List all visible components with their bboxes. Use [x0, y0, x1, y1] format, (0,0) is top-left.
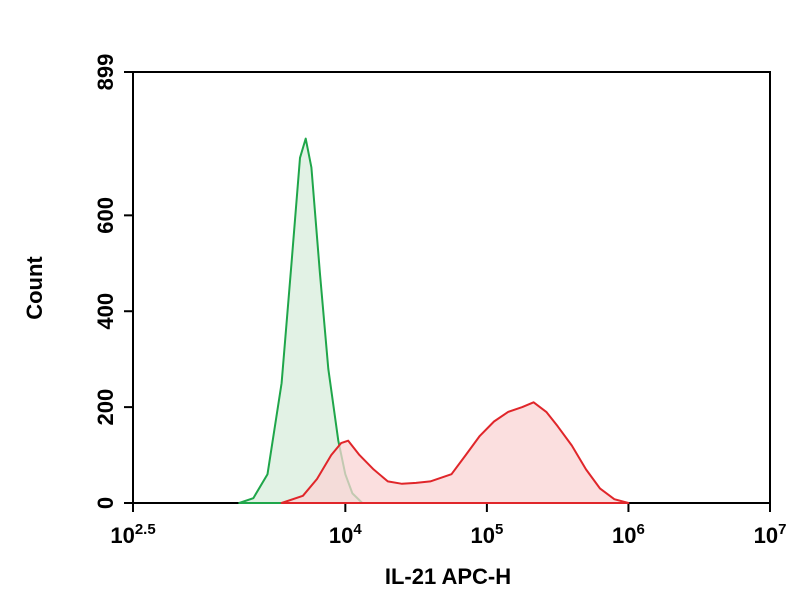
x-tick-exponent: 2.5 [135, 521, 156, 538]
x-tick-exponent: 5 [495, 521, 503, 538]
histogram-area [280, 401, 630, 504]
x-tick-label: 104 [329, 521, 362, 548]
y-tick-label: 0 [93, 497, 118, 509]
x-tick-exponent: 4 [353, 521, 362, 538]
x-tick-base: 10 [754, 523, 778, 548]
x-axis-label: IL-21 APC-H [385, 564, 511, 589]
x-tick-base: 10 [110, 523, 134, 548]
y-tick-label: 899 [93, 54, 118, 91]
y-tick-label: 200 [93, 389, 118, 426]
x-tick-exponent: 7 [778, 521, 786, 538]
x-tick-exponent: 6 [637, 521, 645, 538]
x-tick-label: 105 [470, 521, 503, 548]
y-tick-label: 600 [93, 197, 118, 234]
x-tick-base: 10 [470, 523, 494, 548]
y-tick-label: 400 [93, 293, 118, 330]
x-tick-base: 10 [329, 523, 353, 548]
plot-frame [132, 71, 771, 504]
x-tick-label: 102.5 [110, 521, 155, 548]
x-tick-label: 107 [754, 521, 787, 548]
y-axis-label: Count [22, 256, 47, 320]
x-tick-label: 106 [612, 521, 645, 548]
x-tick-base: 10 [612, 523, 636, 548]
